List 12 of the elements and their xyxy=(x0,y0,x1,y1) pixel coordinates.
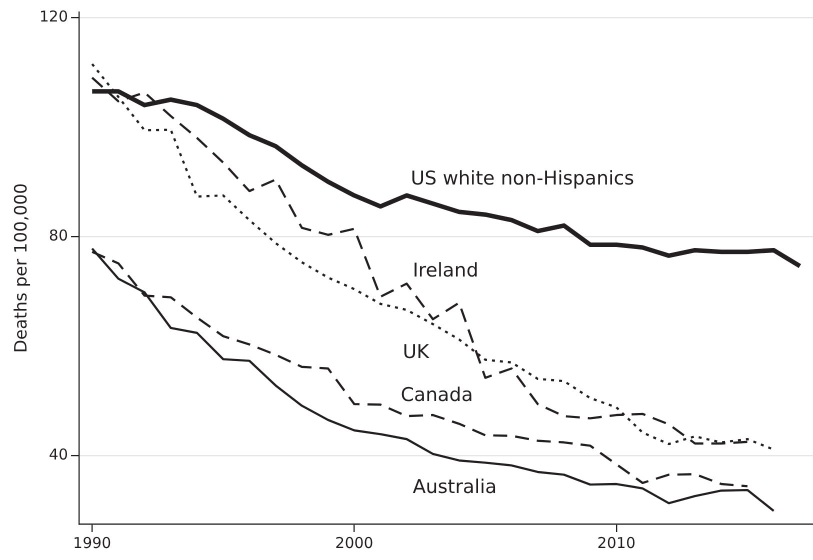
x-tick-label: 2000 xyxy=(335,534,374,552)
y-tick-label: 40 xyxy=(48,445,68,464)
series-label: US white non-Hispanics xyxy=(410,167,634,190)
y-axis-title: Deaths per 100,000 xyxy=(12,183,32,353)
series-label: Ireland xyxy=(412,260,478,282)
series-label: Canada xyxy=(400,384,474,406)
x-tick-label: 2010 xyxy=(597,534,636,552)
series-label: UK xyxy=(402,340,430,363)
y-tick-label: 80 xyxy=(48,226,68,244)
y-tick-label: 120 xyxy=(39,7,68,26)
series-label: Australia xyxy=(412,476,497,498)
x-tick-label: 1990 xyxy=(73,534,112,552)
